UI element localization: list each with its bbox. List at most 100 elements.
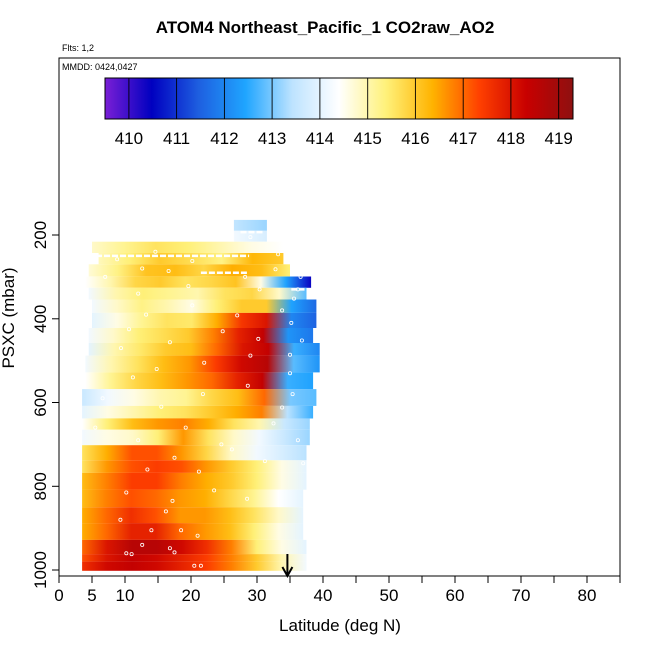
sample-point [235,313,240,318]
heatmap-band [85,355,320,373]
sample-point [172,455,177,460]
sample-point [190,303,195,308]
heatmap-band [82,389,317,406]
arrow-head [281,566,294,579]
sample-point [248,353,253,358]
sample-point [130,375,135,380]
sample-point [170,498,175,503]
colorbar-tick-label: 414 [306,129,334,148]
colorbar-gradient [104,77,574,120]
sample-point [198,563,203,568]
colorbar-tick-label: 411 [163,129,190,148]
heatmap-band [82,418,310,430]
heatmap-band [82,405,314,419]
sample-point [186,284,191,289]
sample-point [195,533,200,538]
x-axis: 0 5 10 20 30 40 50 60 70 80 [54,576,621,605]
heatmap-band [82,429,310,446]
sample-point [118,517,123,522]
sample-point [229,447,234,452]
sample-point [276,252,281,257]
sample-point [212,488,217,493]
heatmap-band [98,253,284,265]
x-tick-label: 20 [182,586,201,605]
heatmap-band [82,445,307,461]
sample-point [179,528,184,533]
sample-point [136,291,141,296]
colorbar-tick-label: 416 [401,129,429,148]
heatmap-band [88,264,290,277]
sample-point [287,371,292,376]
heatmap-band [82,472,307,490]
sample-point [283,242,288,247]
sample-point [129,552,134,557]
sample-point [295,287,300,292]
y-axis: 200 400 600 800 1000 [31,221,59,589]
arrow-marker [281,554,294,579]
sample-point [280,405,285,410]
sample-point [166,268,171,273]
heatmap-band [82,539,307,555]
heatmap-band [82,489,304,508]
heatmap-band [82,507,304,524]
y-tick-label: 600 [31,388,50,416]
sample-point [145,467,150,472]
sample-point [273,267,278,272]
colorbar-tick-label: 419 [545,129,573,148]
sample-point [172,550,177,555]
sample-point [149,528,154,533]
sample-point [159,404,164,409]
sample-point [153,249,158,254]
sample-point [140,542,145,547]
sample-point [167,340,172,345]
sample-point [280,308,285,313]
heatmap-band [92,312,317,328]
sample-point [190,258,195,263]
colorbar-tick-label: 412 [210,129,238,148]
sample-point [257,287,262,292]
x-tick-label: 50 [380,586,399,605]
sample-point [295,438,300,443]
flights-label: Flts: 1,2 [62,43,95,53]
sample-point [167,546,172,551]
white-streaks-layer [96,230,305,291]
sample-point [93,425,98,430]
sample-point [256,336,261,341]
sample-point [245,383,250,388]
heatmap-band [82,561,307,571]
x-axis-label: Latitude (deg N) [279,616,401,635]
colorbar-tick-label: 415 [354,129,382,148]
sample-point [115,257,120,262]
sample-point [271,421,276,426]
y-tick-label: 800 [31,472,50,500]
sample-point [154,366,159,371]
sample-point [196,469,201,474]
sample-point [243,274,248,279]
sample-point [291,296,296,301]
x-tick-label: 80 [578,586,597,605]
sample-point [140,266,145,271]
heatmap-band [233,219,267,231]
heatmap-layer [82,219,320,571]
y-tick-label: 400 [31,305,50,333]
sample-point [289,320,294,325]
x-tick-label: 5 [87,586,96,605]
x-tick-label: 60 [446,586,465,605]
x-tick-label: 70 [512,586,531,605]
sample-point [290,392,295,397]
sample-point [100,396,105,401]
sample-point [119,346,124,351]
x-tick-label: 10 [116,586,135,605]
heatmap-band [85,276,312,288]
mmdd-label: MMDD: 0424,0427 [62,62,138,72]
x-tick-label: 0 [54,586,63,605]
sample-point [163,509,168,514]
heatmap-band [82,523,304,540]
colorbar-tick-label: 418 [497,129,525,148]
sample-point [103,274,108,279]
heatmap-band [233,230,267,242]
y-tick-label: 1000 [31,551,50,589]
heatmap-band [82,554,307,562]
sample-point [299,338,304,343]
